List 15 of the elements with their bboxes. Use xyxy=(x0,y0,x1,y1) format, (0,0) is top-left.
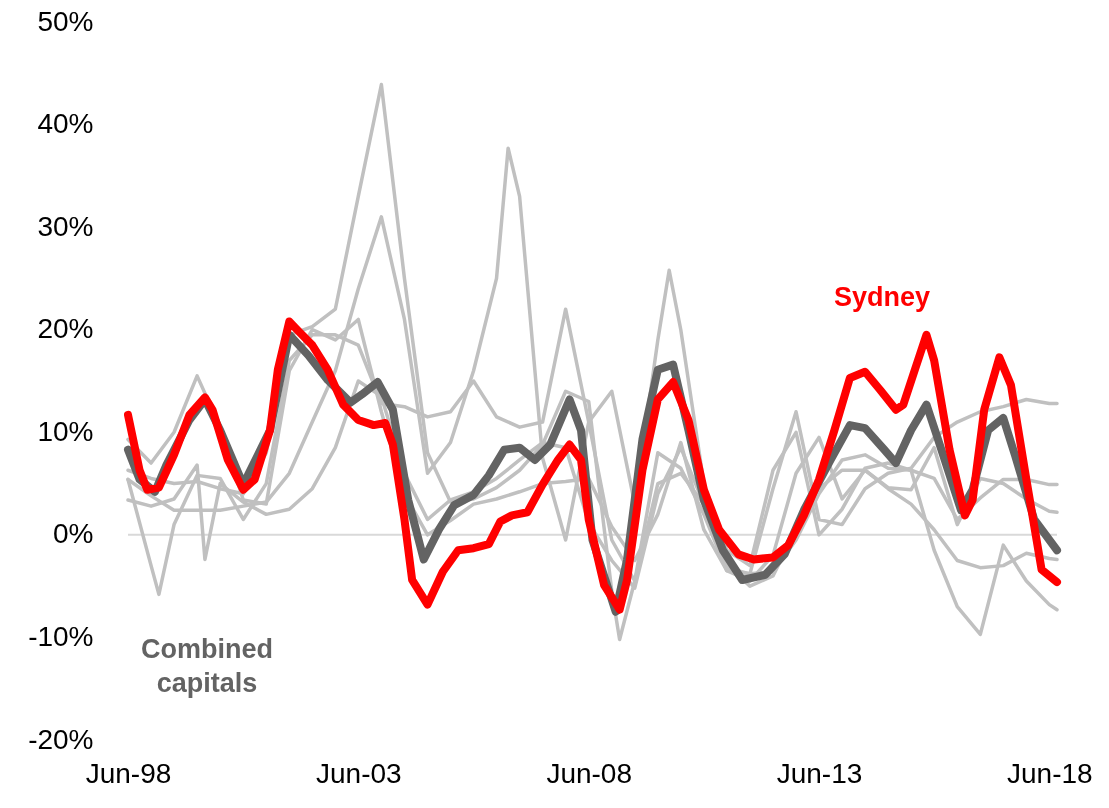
y-tick-label: 50% xyxy=(37,5,94,37)
y-tick-label: -20% xyxy=(28,723,94,755)
y-tick-label: 20% xyxy=(37,313,94,345)
x-tick-label: Jun-08 xyxy=(546,757,633,789)
y-tick-label: 40% xyxy=(37,108,94,140)
y-tick-label: 10% xyxy=(37,415,94,447)
text: Combined capitals xyxy=(141,634,273,698)
y-tick-label: 0% xyxy=(53,518,94,550)
x-tick-label: Jun-03 xyxy=(315,757,402,789)
x-tick-label: Jun-98 xyxy=(85,757,172,789)
y-tick-label: 30% xyxy=(37,210,94,242)
series-label: Sydney xyxy=(833,282,931,312)
y-tick-label: -10% xyxy=(28,620,94,652)
x-tick-label: Jun-18 xyxy=(1006,757,1093,789)
x-tick-label: Jun-13 xyxy=(776,757,863,789)
